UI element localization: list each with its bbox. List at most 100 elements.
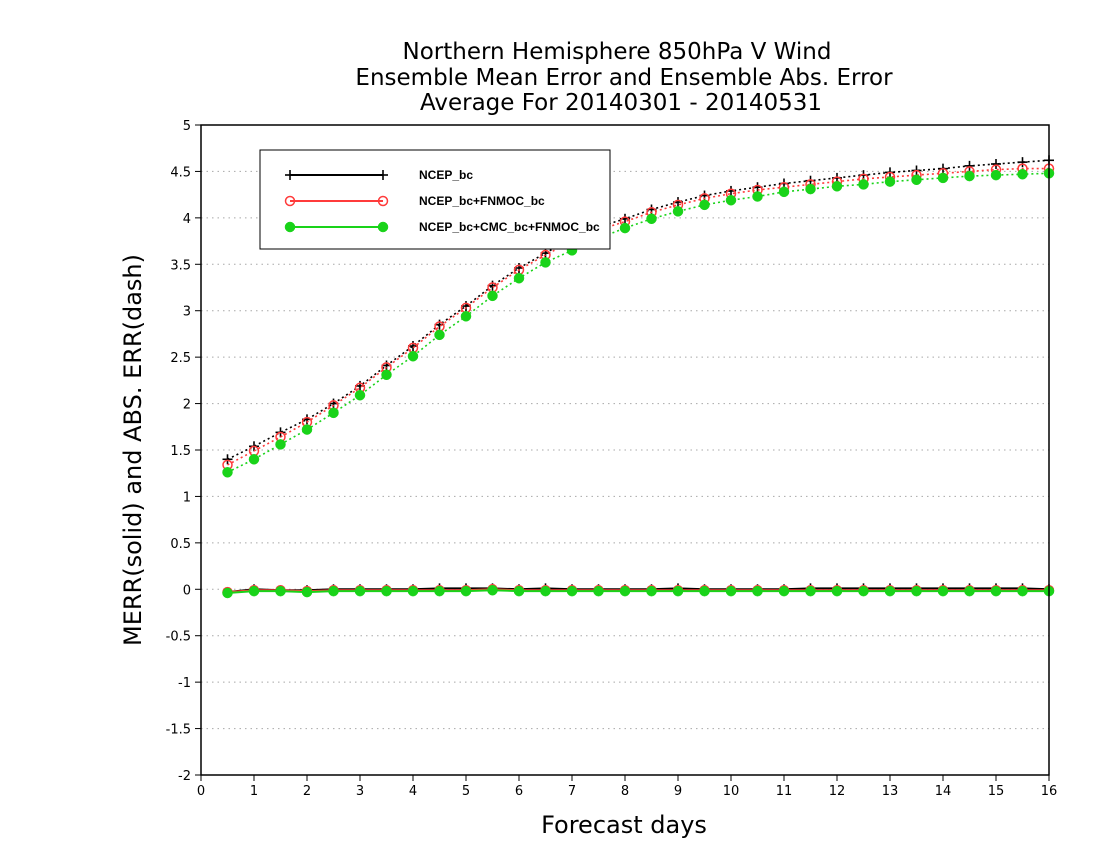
abs-error-point — [407, 350, 419, 362]
y-tick-label: -2 — [178, 769, 191, 784]
abs-error-point — [381, 369, 392, 381]
abs-error-point — [991, 159, 1001, 169]
title-line-2: Ensemble Mean Error and Ensemble Abs. Er… — [355, 65, 893, 91]
mean-error-point — [460, 585, 472, 597]
mean-error-point — [1017, 585, 1028, 597]
mean-error-point — [381, 585, 392, 597]
abs-error-point — [752, 191, 763, 202]
abs-error-point — [805, 183, 816, 195]
legend-box — [259, 149, 611, 250]
x-tick-label: 10 — [723, 784, 740, 799]
mean-error-point — [911, 585, 922, 597]
abs-error-point — [831, 181, 843, 192]
mean-error-point — [937, 585, 949, 597]
y-tick-label: 2.5 — [170, 351, 191, 366]
x-tick-label: 14 — [935, 784, 952, 799]
abs-error-point — [301, 424, 313, 435]
y-tick-label: 3.5 — [170, 258, 191, 273]
mean-error-point — [487, 584, 498, 596]
mean-error-point — [805, 585, 816, 597]
mean-error-point — [566, 585, 578, 597]
legend-marker — [284, 221, 296, 233]
abs-error-point — [646, 213, 657, 225]
legend-label: NCEP_bc — [419, 168, 473, 182]
mean-error-point — [248, 585, 260, 597]
abs-error-point — [778, 186, 790, 198]
mean-error-point — [593, 585, 604, 597]
y-tick-label: 1.5 — [170, 444, 191, 459]
mean-error-point — [699, 585, 710, 597]
y-tick-label: 5 — [183, 119, 191, 134]
abs-error-point — [222, 467, 233, 478]
abs-error-point — [964, 170, 975, 182]
legend-marker — [378, 170, 388, 180]
mean-error-point — [858, 585, 869, 597]
series-2 — [222, 168, 1055, 599]
mean-error-point — [301, 586, 313, 598]
abs-error-point — [964, 160, 975, 171]
abs-error-point — [884, 176, 896, 187]
mean-error-point — [672, 585, 684, 597]
abs-error-point — [1017, 168, 1028, 180]
y-tick-label: -1.5 — [166, 723, 191, 738]
abs-error-point — [540, 257, 551, 268]
mean-error-point — [619, 585, 631, 597]
y-tick-label: 0 — [183, 583, 191, 598]
mean-error-point — [513, 585, 525, 597]
abs-error-point — [328, 407, 339, 419]
x-tick-label: 7 — [568, 784, 576, 799]
mean-error-point — [725, 585, 737, 597]
abs-error-point — [487, 290, 498, 302]
x-tick-label: 9 — [674, 784, 682, 799]
y-tick-label: 3 — [183, 305, 191, 320]
y-tick-label: 1 — [183, 490, 191, 505]
mean-error-point — [831, 585, 843, 597]
legend-marker — [377, 221, 389, 233]
abs-error-point — [460, 311, 472, 322]
mean-error-point — [354, 585, 366, 597]
y-tick-label: 4.5 — [170, 165, 191, 180]
legend-marker — [285, 170, 295, 180]
grid-layer — [201, 170, 1049, 730]
y-axis-label: MERR(solid) and ABS. ERR(dash) — [119, 254, 147, 646]
abs-error-point — [858, 179, 869, 190]
legend-label: NCEP_bc+CMC_bc+FNMOC_bc — [419, 220, 600, 234]
x-tick-label: 5 — [462, 784, 470, 799]
legend-marker — [284, 195, 296, 207]
abs-error-point — [699, 199, 710, 211]
x-tick-label: 15 — [988, 784, 1005, 799]
x-tick-label: 2 — [303, 784, 311, 799]
x-tick-label: 3 — [356, 784, 364, 799]
plot-area-frame — [200, 124, 1050, 776]
abs-error-point — [725, 194, 737, 206]
mean-error-point — [752, 585, 763, 597]
abs-error-point — [354, 389, 366, 401]
x-tick-label: 4 — [409, 784, 417, 799]
abs-error-point — [434, 329, 445, 341]
mean-error-point — [884, 585, 896, 597]
mean-error-point — [778, 585, 790, 597]
x-tick-label: 8 — [621, 784, 629, 799]
legend: NCEP_bc NCEP_bc+FNMOC_bc NCEP_bc+CMC_bc+FN… — [259, 149, 611, 250]
mean-error-point — [990, 585, 1002, 597]
x-tick-label: 0 — [197, 784, 205, 799]
y-tick-label: 2 — [183, 398, 191, 413]
abs-error-point — [911, 174, 922, 186]
mean-error-point — [646, 585, 657, 597]
abs-error-point — [619, 222, 631, 234]
abs-error-point — [248, 454, 260, 465]
abs-error-line — [227, 159, 1050, 461]
y-tick-label: 0.5 — [170, 537, 191, 552]
mean-error-line — [227, 589, 1049, 594]
abs-error-point — [222, 454, 233, 465]
abs-error-point — [513, 272, 525, 284]
axis-layer: -2-1.5-1-0.500.511.522.533.544.550 1 2 3 4 5 6… — [166, 119, 1058, 799]
mean-error-point — [540, 585, 551, 597]
legend-item-1: NCEP_bc+FNMOC_bc — [284, 194, 545, 208]
mean-error-point — [434, 585, 445, 597]
legend-marker — [377, 195, 389, 207]
series-layer — [222, 155, 1055, 599]
abs-error-point — [990, 169, 1002, 181]
chart-title: Northern Hemisphere 850hPa V Wind Ensemb… — [355, 39, 893, 116]
